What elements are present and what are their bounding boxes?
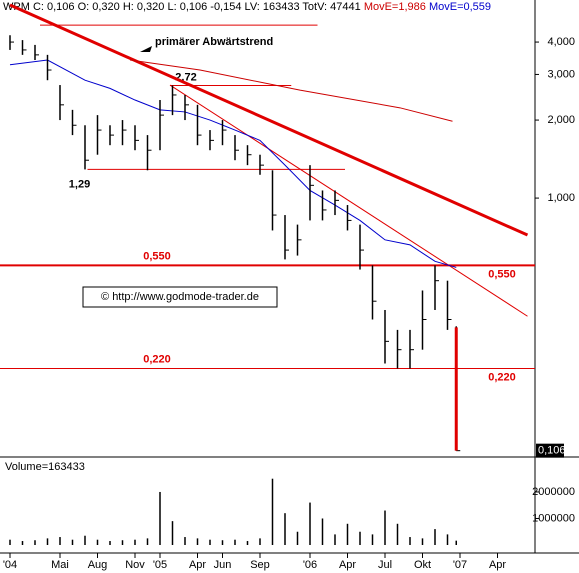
x-tick-label: '04 xyxy=(3,559,17,571)
level-label: 0,550 xyxy=(488,268,516,280)
y-tick-label: 4,000 xyxy=(547,36,575,48)
x-tick-label: '05 xyxy=(153,559,167,571)
y-tick-label: 1,000 xyxy=(547,192,575,204)
annotation-arrow xyxy=(140,46,152,52)
header-text: WPM C: 0,106 O: 0,320 H: 0,320 L: 0,106 … xyxy=(3,1,361,13)
last-price-box xyxy=(536,443,564,458)
last-price-label: 0,106 xyxy=(538,445,566,457)
x-tick-label: Mai xyxy=(51,559,69,571)
x-tick-label: Sep xyxy=(250,559,270,571)
level-label: 1,29 xyxy=(69,178,90,190)
x-tick-label: Jun xyxy=(214,559,232,571)
y-tick-label: 2,000 xyxy=(547,114,575,126)
watermark: © http://www.godmode-trader.de xyxy=(101,291,259,303)
x-tick-label: Okt xyxy=(414,559,431,571)
x-tick-label: Nov xyxy=(125,559,145,571)
trendline xyxy=(9,3,529,237)
moving-average xyxy=(129,59,453,122)
x-tick-label: Apr xyxy=(489,559,506,571)
x-tick-label: Jul xyxy=(378,559,392,571)
trendline xyxy=(169,84,528,317)
level-label: 2,72 xyxy=(175,71,196,83)
header: WPM C: 0,106 O: 0,320 H: 0,320 L: 0,106 … xyxy=(3,1,491,13)
volume-tick-label: 2000000 xyxy=(532,486,575,498)
level-label: 0,550 xyxy=(143,250,171,262)
x-tick-label: '07 xyxy=(453,559,467,571)
volume-title: Volume=163433 xyxy=(5,461,85,473)
moving-average xyxy=(9,59,457,268)
level-label: 0,220 xyxy=(488,371,516,383)
x-tick-label: Aug xyxy=(88,559,108,571)
x-tick-label: '06 xyxy=(303,559,317,571)
header-ma-long: MovE=1,986 xyxy=(364,1,426,13)
y-tick-label: 3,000 xyxy=(547,68,575,80)
header-ma-short: MovE=0,559 xyxy=(429,1,491,13)
annotation: primärer Abwärtstrend xyxy=(155,36,273,48)
x-tick-label: Apr xyxy=(189,559,206,571)
volume-tick-label: 1000000 xyxy=(532,512,575,524)
x-tick-label: Apr xyxy=(339,559,356,571)
watermark-box xyxy=(82,286,278,308)
level-label: 0,220 xyxy=(143,353,171,365)
